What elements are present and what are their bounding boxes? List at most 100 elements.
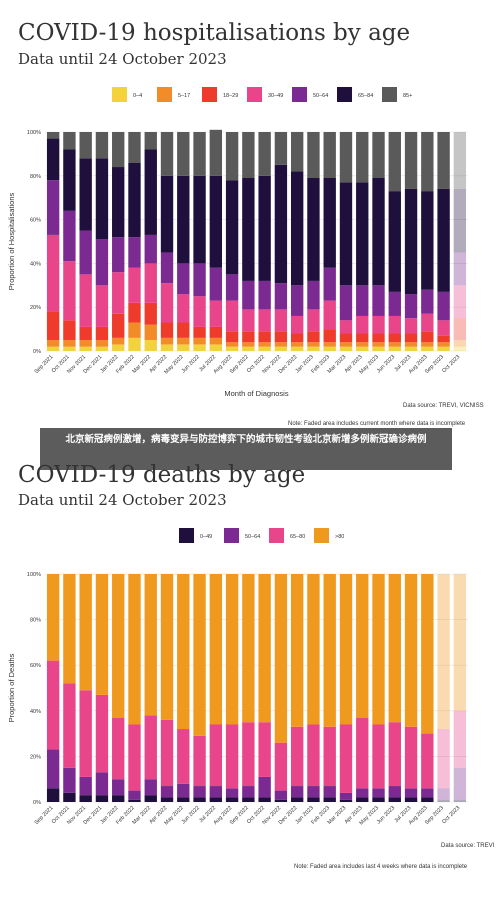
bar-segment [79, 326, 92, 341]
chart-title: COVID-19 hospitalisations by age [18, 20, 411, 46]
y-tick-label: 0% [33, 349, 41, 355]
bar-segment [128, 799, 141, 802]
bar-segment [225, 574, 239, 725]
bar-segment [144, 715, 157, 780]
bar-segment [128, 302, 141, 323]
bar-segment [437, 132, 450, 189]
bar-segment [437, 788, 450, 800]
bar-segment [453, 799, 467, 802]
legend-swatch [314, 528, 329, 543]
bar-segment [193, 797, 206, 802]
bar-segment [79, 274, 92, 327]
bar-segment [112, 795, 125, 802]
bar-segment [177, 729, 190, 784]
y-tick-label: 80% [30, 174, 41, 180]
bar-segment [258, 331, 271, 343]
bar-segment [63, 683, 76, 768]
bar-segment [290, 574, 304, 727]
bar-segment [258, 309, 271, 332]
legend-swatch [337, 87, 352, 102]
bar-segment [339, 132, 353, 183]
bar-segment [160, 132, 174, 176]
bar-segment [339, 320, 353, 334]
bar-segment [388, 786, 401, 798]
chart-title: COVID-19 deaths by age [18, 462, 306, 488]
legend-label: >80 [335, 534, 344, 540]
bar-segment [356, 574, 369, 718]
legend-swatch [269, 528, 284, 543]
chart-subtitle: Data until 24 October 2023 [18, 491, 227, 509]
bar-segment [372, 797, 385, 802]
bar-segment [177, 263, 190, 295]
bar-segment [128, 574, 141, 725]
bar-segment [112, 717, 125, 780]
bar-segment [339, 574, 353, 725]
bar-segment [356, 788, 369, 798]
bar-segment [242, 309, 255, 332]
bar-segment [160, 574, 174, 720]
y-tick-label: 60% [30, 663, 41, 669]
bar-segment [128, 237, 141, 268]
bar-segment [307, 786, 320, 798]
bar-segment [160, 322, 174, 338]
bar-segment [274, 790, 288, 800]
hospitalisations-panel: COVID-19 hospitalisations by age Data un… [0, 0, 500, 428]
y-tick-label: 80% [30, 618, 41, 624]
y-tick-label: 0% [33, 800, 41, 806]
bar-segment [453, 132, 467, 189]
bar-segment [307, 346, 320, 351]
y-axis-label: Proportion of Hospitalisations [7, 192, 16, 290]
bar-segment [453, 574, 467, 711]
bar-segment [421, 733, 434, 789]
bar-segment [388, 191, 401, 292]
data-source: Data source: TREVI, VICNISS [403, 403, 484, 409]
bar-segment [453, 285, 467, 319]
bar-segment [437, 335, 450, 343]
bar-segment [388, 342, 401, 347]
bar-segment [79, 690, 92, 777]
bar-segment [193, 175, 206, 264]
bar-segment [388, 346, 401, 351]
bar-segment [193, 132, 206, 176]
bar-segment [437, 342, 450, 347]
bar-segment [307, 331, 320, 343]
bar-segment [144, 340, 157, 351]
bar-segment [372, 315, 385, 334]
bar-segment [46, 788, 60, 802]
bar-segment [258, 574, 271, 723]
bar-segment [421, 313, 434, 332]
bar-segment [95, 285, 109, 327]
bar-segment [63, 767, 76, 793]
bar-segment [356, 182, 369, 286]
bar-segment [242, 132, 255, 178]
bar-segment [112, 313, 125, 338]
bar-segment [274, 331, 288, 343]
bar-segment [404, 318, 418, 334]
bar-segment [421, 342, 434, 347]
bar-segment [290, 786, 304, 798]
bar-segment [79, 346, 92, 351]
bar-segment [128, 322, 141, 338]
legend-swatch [292, 87, 307, 102]
bar-segment [290, 333, 304, 343]
legend-label: 65–84 [358, 93, 373, 99]
bar-segment [63, 574, 76, 684]
bar-segment [112, 337, 125, 345]
bar-segment [274, 164, 288, 284]
bar-segment [421, 788, 434, 798]
bar-segment [274, 309, 288, 332]
bar-segment [79, 574, 92, 691]
bar-segment [209, 326, 223, 338]
bar-segment [193, 326, 206, 338]
bar-segment [160, 797, 174, 802]
bar-segment [421, 289, 434, 314]
bar-segment [274, 742, 288, 791]
bar-segment [209, 797, 223, 802]
bar-segment [356, 342, 369, 347]
bar-segment [193, 735, 206, 787]
bar-segment [193, 337, 206, 345]
bar-segment [258, 776, 271, 798]
bar-segment [339, 182, 353, 286]
bar-segment [95, 326, 109, 341]
